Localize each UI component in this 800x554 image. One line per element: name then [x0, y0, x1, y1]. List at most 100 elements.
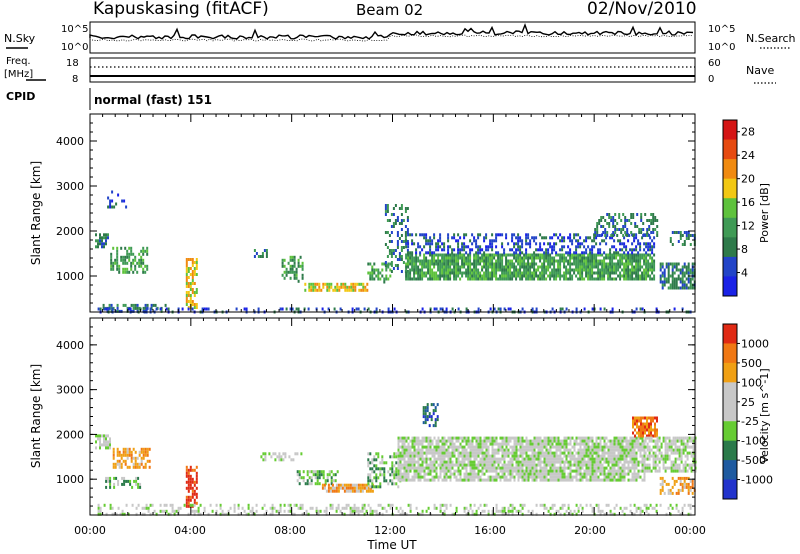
- velocity-colorbar-segment: [723, 460, 737, 481]
- power-colorbar-frame: [722, 119, 738, 297]
- power-ytick-label: 4000: [56, 135, 84, 148]
- power-colorbar-segment: [723, 198, 737, 219]
- velocity-region: [97, 503, 692, 516]
- power-colorbar-tick: 16: [741, 196, 755, 209]
- power-colorbar-segment: [723, 256, 737, 277]
- x-tick-label: 00:00: [674, 524, 706, 537]
- velocity-region: [632, 416, 658, 438]
- power-ytick-label: 3000: [56, 180, 84, 193]
- power-region: [185, 258, 198, 309]
- velocity-region: [321, 483, 374, 493]
- power-region: [669, 231, 696, 246]
- nsearch-series: [89, 34, 694, 42]
- power-colorbar-tick: 24: [741, 149, 755, 162]
- power-colorbar-tick: 12: [741, 220, 755, 233]
- velocity-colorbar-segment: [723, 479, 737, 500]
- velocity-colorbar-tick: 500: [741, 357, 762, 370]
- power-colorbar-segment: [723, 139, 737, 160]
- velocity-region: [422, 403, 439, 428]
- power-colorbar-tick: 28: [741, 126, 755, 139]
- velocity-colorbar-segment: [723, 401, 737, 422]
- power-region: [281, 255, 304, 283]
- velocity-colorbar-segment: [723, 440, 737, 461]
- velocity-region: [105, 476, 142, 489]
- x-tick-label: 08:00: [274, 524, 306, 537]
- power-region: [594, 213, 659, 237]
- power-colorbar-segment: [723, 217, 737, 238]
- velocity-ytick-label: 3000: [56, 384, 84, 397]
- velocity-ytick-label: 4000: [56, 339, 84, 352]
- power-ylabel: Slant Range [km]: [29, 161, 43, 265]
- x-tick-label: 20:00: [574, 524, 606, 537]
- velocity-region: [95, 434, 111, 450]
- velocity-colorbar-segment: [723, 362, 737, 383]
- nsky-series: [89, 22, 694, 40]
- x-tick-label: 16:00: [474, 524, 506, 537]
- velocity-colorbar-segment: [723, 324, 737, 344]
- power-colorbar-tick: 4: [741, 267, 748, 280]
- velocity-ylabel: Slant Range [km]: [29, 364, 43, 468]
- freq-unit: [MHz]: [4, 69, 33, 80]
- velocity-region: [367, 452, 402, 489]
- velocity-colorbar-segment: [723, 343, 737, 364]
- power-colorbar-segment: [723, 120, 737, 141]
- velocity-region: [397, 436, 646, 482]
- velocity-region: [185, 465, 198, 508]
- velocity-region: [112, 447, 151, 469]
- power-region: [107, 190, 128, 209]
- velocity-colorbar-tick: -500: [741, 454, 766, 467]
- velocity-colorbar-frame: [722, 323, 738, 500]
- freq-tick-max: 18: [66, 58, 79, 69]
- velocity-region: [296, 470, 339, 486]
- velocity-colorbar-tick: -25: [741, 415, 759, 428]
- velocity-frame: [89, 317, 696, 516]
- nsearch-tick-min: 10^0: [708, 42, 735, 53]
- power-cells: [95, 190, 696, 314]
- station-title: Kapuskasing (fitACF): [93, 0, 269, 19]
- power-region: [304, 282, 369, 292]
- cpid-label: CPID: [6, 90, 35, 103]
- power-colorbar-label: Power [dB]: [758, 183, 771, 243]
- nsky-label: N.Sky: [4, 32, 36, 45]
- power-region: [405, 233, 656, 255]
- x-tick-label: 00:00: [74, 524, 106, 537]
- power-region: [95, 233, 109, 249]
- velocity-region: [260, 452, 303, 462]
- velocity-colorbar-label: Velocity [m s^-1]: [758, 368, 771, 463]
- beam-label: Beam 02: [356, 1, 423, 19]
- nave-label: Nave: [746, 64, 774, 77]
- nsearch-tick-max: 10^5: [708, 24, 735, 35]
- nave-tick-min: 0: [708, 74, 714, 85]
- velocity-colorbar-segment: [723, 421, 737, 442]
- power-colorbar-tick: 8: [741, 243, 748, 256]
- velocity-ytick-label: 1000: [56, 473, 84, 486]
- nsky-panel: [89, 22, 694, 42]
- velocity-region: [644, 436, 697, 473]
- date-label: 02/Nov/2010: [587, 0, 697, 19]
- power-colorbar-segment: [723, 159, 737, 180]
- nsky-tick-min: 10^0: [61, 42, 88, 53]
- x-tick-label: 12:00: [374, 524, 406, 537]
- velocity-colorbar-tick: 100: [741, 376, 762, 389]
- power-region: [110, 246, 149, 274]
- nsearch-label: N.Search: [746, 32, 796, 45]
- freq-tick-min: 8: [72, 74, 78, 85]
- power-ytick-label: 1000: [56, 270, 84, 283]
- nsky-tick-max: 10^5: [61, 24, 88, 35]
- power-colorbar-segment: [723, 276, 737, 297]
- velocity-ytick-label: 2000: [56, 428, 84, 441]
- velocity-cells: [95, 403, 697, 516]
- power-colorbar-segment: [723, 178, 737, 199]
- freq-panel-frame: [89, 57, 696, 83]
- power-region: [405, 253, 656, 281]
- cpid-value: normal (fast) 151: [94, 93, 212, 107]
- power-colorbar-segment: [723, 237, 737, 258]
- nave-tick-max: 60: [708, 58, 721, 69]
- velocity-plot: 1000 2000 3000 4000 00:00 04:00 08:00 12:00 16:0…: [56, 317, 773, 537]
- power-plot: 1000 2000 3000 4000 4 8 12 16 20 24 28: [56, 113, 755, 314]
- velocity-colorbar-tick: 25: [741, 396, 755, 409]
- velocity-colorbar-tick: -100: [741, 435, 766, 448]
- velocity-colorbar-tick: -1000: [741, 474, 773, 487]
- power-colorbar-tick: 20: [741, 173, 755, 186]
